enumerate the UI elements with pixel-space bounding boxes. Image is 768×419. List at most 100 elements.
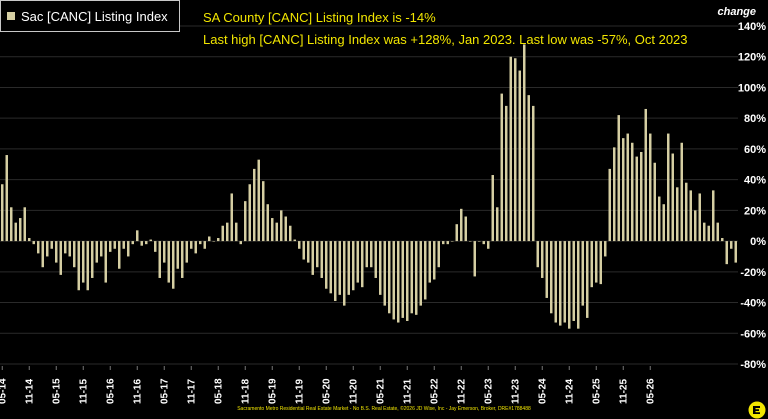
bar [473, 241, 476, 277]
bar [316, 241, 319, 268]
y-tick-label: 40% [744, 175, 766, 187]
bar [568, 241, 571, 329]
bar [118, 241, 121, 269]
legend-swatch [7, 12, 15, 20]
bar [608, 168, 611, 242]
bar [487, 241, 490, 249]
bar [302, 241, 305, 260]
y-tick-label: 0% [750, 236, 766, 248]
bar [541, 241, 544, 278]
bar [127, 241, 130, 257]
headline-current: SA County [CANC] Listing Index is -14% [203, 10, 436, 25]
bar [154, 241, 157, 252]
bar [365, 241, 368, 268]
bar [172, 241, 175, 289]
x-tick-label: 05-20 [321, 378, 332, 404]
bar [280, 210, 283, 242]
bar [131, 241, 134, 245]
bar [176, 241, 179, 269]
bar [482, 241, 485, 245]
bar [554, 241, 557, 323]
bar [563, 241, 566, 323]
bar [257, 159, 260, 242]
y-tick-label: 80% [744, 113, 766, 125]
x-tick-label: 05-14 [0, 378, 8, 404]
bar [586, 241, 589, 318]
x-tick-label: 11-21 [402, 379, 413, 404]
bar [550, 241, 553, 314]
bar [289, 225, 292, 242]
bar [613, 147, 616, 242]
x-tick-label: 05-15 [51, 378, 62, 404]
bar [671, 153, 674, 242]
bar [617, 115, 620, 242]
bar [725, 241, 728, 265]
bar [388, 241, 391, 314]
bar [667, 133, 670, 242]
bar [136, 230, 139, 242]
bar [41, 241, 44, 268]
bar [82, 241, 85, 283]
x-tick-label: 11-24 [564, 379, 575, 404]
yellow-e-logo-icon [748, 401, 766, 419]
x-tick-label: 11-22 [456, 379, 467, 404]
bar [379, 241, 382, 295]
y-tick-label: 120% [738, 52, 766, 64]
bar [140, 241, 143, 246]
bar [572, 241, 575, 321]
x-axis-ticks: 05-14 11-14 05-15 11-15 05-16 11-16 05-17 11-17… [0, 366, 656, 404]
x-tick-label: 05-26 [645, 378, 656, 404]
bar [496, 207, 499, 242]
y-tick-label: -60% [740, 328, 766, 340]
bar [712, 190, 715, 242]
bar [343, 241, 346, 306]
bar [523, 44, 526, 242]
bar [73, 241, 76, 268]
bar [55, 241, 58, 263]
bar [469, 241, 472, 242]
bar [104, 241, 107, 283]
bar [23, 207, 26, 242]
bar [293, 239, 296, 242]
bar [397, 241, 400, 323]
x-tick-label: 11-17 [186, 379, 197, 404]
bar [248, 184, 251, 242]
bar [10, 207, 13, 242]
bar [604, 241, 607, 257]
bar [37, 241, 40, 254]
bar [442, 241, 445, 245]
bar [100, 241, 103, 257]
bar [680, 142, 683, 242]
bar [109, 241, 112, 252]
bar [325, 241, 328, 289]
bar [622, 138, 625, 242]
bar [626, 133, 629, 242]
bar [694, 210, 697, 242]
bar [329, 241, 332, 294]
bar [230, 193, 233, 242]
bar [451, 241, 454, 242]
bar [716, 222, 719, 242]
bar [145, 241, 148, 245]
bar [113, 241, 116, 249]
bar [158, 241, 161, 278]
bar [64, 241, 67, 254]
x-tick-label: 05-18 [213, 378, 224, 404]
bar [721, 238, 724, 242]
bar [595, 241, 598, 283]
bar [460, 208, 463, 242]
bar [545, 241, 548, 298]
bar [239, 241, 242, 245]
x-tick-label: 05-19 [267, 378, 278, 404]
bar [338, 241, 341, 295]
bar [424, 241, 427, 300]
headline-high-low: Last high [CANC] Listing Index was +128%… [203, 32, 688, 47]
x-tick-label: 05-17 [159, 378, 170, 404]
bar [703, 222, 706, 242]
bar [68, 241, 71, 257]
bar [662, 204, 665, 242]
bar [167, 241, 170, 283]
bar [28, 238, 31, 242]
bar [698, 193, 701, 242]
bar [14, 222, 17, 242]
